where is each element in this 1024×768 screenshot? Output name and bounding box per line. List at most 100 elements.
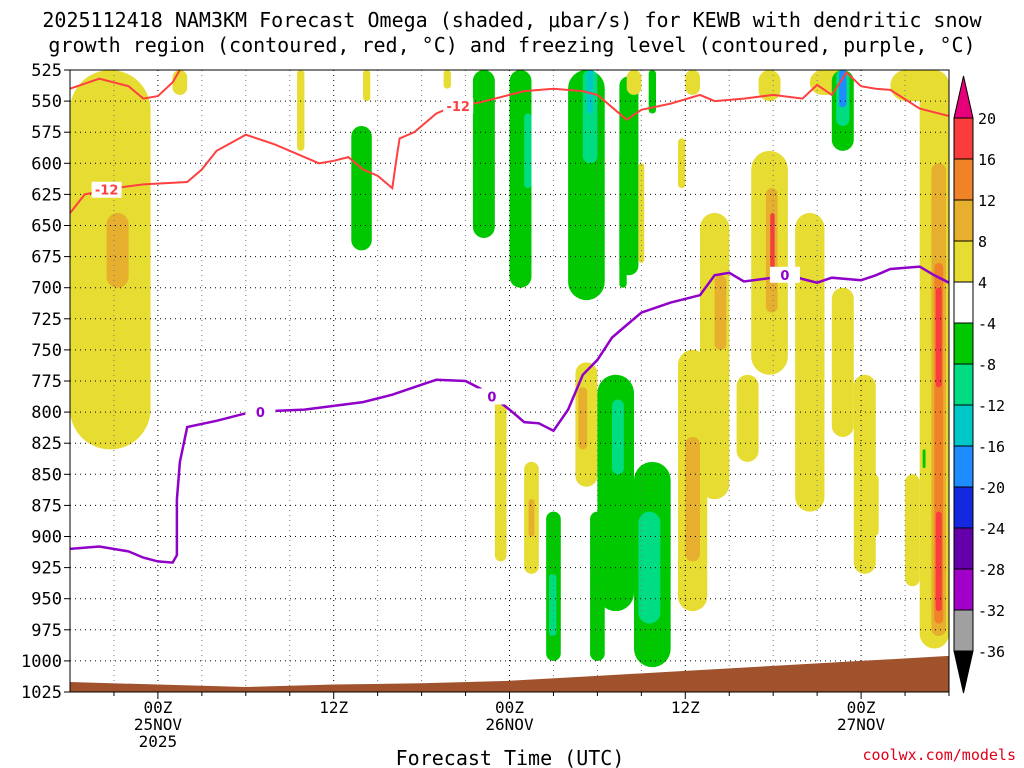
- omega-cell: [578, 387, 588, 450]
- terrain-ground: [70, 655, 949, 692]
- chart-title-line2: growth region (contoured, red, °C) and f…: [48, 33, 975, 57]
- y-tick-label: 825: [31, 434, 62, 454]
- x-tick-label: 00Z: [143, 698, 172, 717]
- y-tick-label: 775: [31, 372, 62, 392]
- y-tick-label: 625: [31, 185, 62, 205]
- omega-cell: [935, 287, 942, 388]
- y-tick-label: 600: [31, 154, 62, 174]
- dgz-contour-label: -12: [95, 184, 119, 199]
- freezing-contour-label: 0: [780, 269, 789, 284]
- x-tick-label: 27NOV: [837, 715, 886, 734]
- colorbar-box: [953, 609, 974, 652]
- omega-cell: [172, 70, 188, 95]
- y-tick-label: 700: [31, 279, 62, 299]
- omega-cell: [648, 70, 656, 114]
- colorbar-box: [953, 240, 974, 283]
- watermark: coolwx.com/models: [862, 746, 1016, 764]
- colorbar-label: -8: [978, 356, 996, 374]
- y-tick-label: 875: [31, 496, 62, 516]
- y-tick-label: 675: [31, 248, 62, 268]
- x-tick-label: 12Z: [671, 698, 700, 717]
- omega-cell: [831, 287, 854, 437]
- colorbar-label: -24: [978, 520, 1005, 538]
- omega-cell: [905, 474, 920, 587]
- omega-cell: [472, 70, 495, 238]
- colorbar-label: -32: [978, 602, 1005, 620]
- y-tick-label: 850: [31, 465, 62, 485]
- omega-cell: [351, 125, 372, 251]
- omega-cell: [524, 113, 532, 189]
- y-tick-label: 525: [31, 61, 62, 81]
- colorbar-bottom-arrow: [953, 650, 974, 694]
- colorbar-box: [953, 486, 974, 529]
- colorbar-box: [953, 404, 974, 447]
- omega-cell: [363, 70, 371, 102]
- y-tick-label: 975: [31, 621, 62, 641]
- y-tick-label: 950: [31, 590, 62, 610]
- y-tick-label: 750: [31, 341, 62, 361]
- omega-cell: [685, 70, 700, 95]
- colorbar-box: [953, 281, 974, 324]
- omega-cell: [677, 138, 686, 189]
- omega-cell: [638, 511, 661, 624]
- colorbar-box: [953, 445, 974, 488]
- omega-cell: [106, 213, 129, 288]
- y-tick-label: 1000: [21, 652, 62, 672]
- colorbar-box: [953, 199, 974, 242]
- colorbar-box: [953, 158, 974, 201]
- colorbar-label: -12: [978, 397, 1005, 415]
- dgz-contour-label: -12: [446, 100, 470, 115]
- chart-title-line1: 2025112418 NAM3KM Forecast Omega (shaded…: [42, 8, 982, 32]
- colorbar-label: -20: [978, 479, 1005, 497]
- gridlines: [70, 70, 949, 692]
- omega-cell: [597, 374, 635, 612]
- omega-cell: [758, 70, 781, 102]
- omega-cell: [714, 275, 727, 350]
- colorbar-box: [953, 527, 974, 570]
- colorbar-label: 16: [978, 151, 996, 169]
- omega-shading: [70, 70, 949, 668]
- omega-cell: [868, 474, 879, 537]
- dgz-isotherm-top: [70, 70, 181, 100]
- y-tick-label: 900: [31, 528, 62, 548]
- colorbar-label: 12: [978, 192, 996, 210]
- omega-cell: [443, 70, 451, 89]
- y-tick-label: 725: [31, 310, 62, 330]
- omega-cell: [922, 449, 926, 469]
- omega-cell: [770, 213, 775, 276]
- omega-cell: [638, 163, 645, 263]
- plot-area: -12 -12 0 0 0: [70, 70, 949, 692]
- y-tick-label: 1025: [21, 683, 62, 703]
- colorbar-box: [953, 568, 974, 611]
- omega-cell: [736, 374, 759, 462]
- omega-cell: [587, 70, 594, 114]
- colorbar-box: [953, 322, 974, 365]
- omega-cell: [528, 499, 535, 537]
- omega-cell: [549, 573, 557, 637]
- freezing-contour-label-bg: [245, 404, 276, 421]
- y-tick-label: 925: [31, 559, 62, 579]
- omega-cell: [612, 399, 624, 475]
- omega-cell: [619, 150, 627, 288]
- y-tick-label: 550: [31, 92, 62, 112]
- omega-cell: [297, 70, 305, 151]
- colorbar-label: -4: [978, 315, 996, 333]
- colorbar-top-arrow: [953, 75, 974, 119]
- freezing-contour-label-bg: [476, 388, 507, 405]
- y-tick-label: 575: [31, 123, 62, 143]
- dgz-contour-label-bg: [443, 98, 474, 115]
- colorbar-label: -16: [978, 438, 1005, 456]
- omega-cell: [494, 399, 507, 562]
- colorbar: 20 16 12 8 4 -4 -8 -12 -16 -20 -24 -28 -32 -36: [953, 75, 1005, 694]
- omega-cell: [795, 213, 825, 512]
- freezing-level-line: [70, 265, 949, 564]
- colorbar-label: -36: [978, 643, 1005, 661]
- x-tick-label: 00Z: [847, 698, 876, 717]
- y-axis-pressure: 525 550 575 600 625 650 675 700 725 750 775 800 825 8…: [21, 61, 70, 703]
- freezing-contour-label: 0: [487, 390, 496, 405]
- x-tick-label: 12Z: [319, 698, 348, 717]
- colorbar-label: 20: [978, 110, 996, 128]
- colorbar-label: 8: [978, 233, 987, 251]
